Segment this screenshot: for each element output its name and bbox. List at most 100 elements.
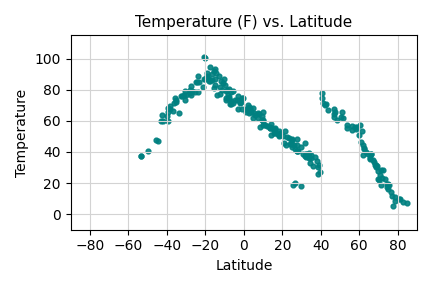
- Point: [242, 106, 249, 111]
- Point: [238, 95, 245, 100]
- Point: [389, 204, 396, 208]
- Point: [201, 55, 208, 60]
- Point: [250, 106, 257, 110]
- Point: [359, 128, 365, 133]
- Point: [206, 79, 213, 83]
- Point: [192, 79, 199, 84]
- Point: [235, 107, 241, 111]
- Point: [240, 96, 247, 101]
- Point: [223, 98, 230, 103]
- Point: [209, 78, 216, 83]
- Point: [226, 94, 233, 99]
- Point: [321, 103, 328, 107]
- Point: [353, 125, 360, 130]
- Point: [243, 107, 250, 112]
- Point: [218, 79, 225, 84]
- Point: [292, 181, 299, 186]
- Point: [337, 114, 344, 119]
- Point: [144, 149, 151, 153]
- Point: [299, 152, 306, 157]
- Point: [164, 106, 171, 110]
- Point: [206, 78, 213, 83]
- Point: [259, 113, 266, 118]
- Point: [392, 195, 399, 200]
- Point: [287, 141, 294, 146]
- Point: [167, 103, 174, 108]
- Point: [381, 176, 388, 181]
- Point: [330, 107, 337, 111]
- Point: [395, 196, 402, 201]
- Point: [213, 70, 220, 75]
- Point: [209, 72, 216, 77]
- Point: [361, 145, 368, 150]
- Point: [388, 190, 395, 194]
- Point: [216, 74, 223, 78]
- Point: [267, 126, 273, 130]
- Point: [260, 118, 267, 123]
- Point: [225, 96, 232, 101]
- Point: [383, 185, 390, 190]
- Point: [375, 169, 381, 174]
- Point: [332, 109, 339, 114]
- Point: [222, 83, 229, 88]
- Point: [229, 88, 236, 93]
- Point: [211, 67, 218, 71]
- Point: [318, 91, 325, 95]
- Point: [373, 165, 380, 170]
- Point: [163, 113, 170, 118]
- Point: [396, 197, 403, 202]
- Point: [228, 102, 235, 107]
- Point: [298, 145, 305, 150]
- Point: [317, 170, 324, 175]
- Point: [211, 86, 218, 90]
- Point: [314, 171, 321, 176]
- Point: [264, 124, 270, 129]
- Point: [292, 147, 299, 151]
- Point: [245, 103, 251, 107]
- Point: [343, 126, 350, 130]
- Point: [216, 92, 223, 96]
- Point: [363, 149, 370, 154]
- Point: [201, 55, 208, 60]
- Point: [267, 125, 274, 129]
- Point: [182, 92, 189, 97]
- Point: [228, 90, 235, 95]
- Point: [334, 118, 340, 123]
- Point: [267, 126, 273, 131]
- Point: [305, 156, 312, 160]
- Point: [379, 168, 386, 172]
- Point: [246, 104, 253, 109]
- Point: [311, 155, 318, 160]
- Point: [288, 142, 295, 147]
- Point: [236, 100, 243, 105]
- Point: [180, 92, 187, 97]
- Point: [224, 87, 231, 92]
- Point: [385, 182, 392, 186]
- Point: [379, 176, 386, 181]
- Point: [315, 164, 322, 169]
- Point: [189, 89, 196, 93]
- Point: [384, 182, 391, 186]
- Point: [238, 107, 245, 111]
- Point: [302, 154, 309, 159]
- Point: [316, 162, 323, 167]
- Point: [203, 75, 210, 79]
- Point: [348, 124, 355, 129]
- Point: [220, 77, 227, 82]
- Point: [271, 126, 278, 130]
- Point: [293, 137, 300, 142]
- Point: [138, 153, 145, 158]
- Point: [318, 95, 325, 100]
- Point: [243, 110, 250, 114]
- Point: [259, 119, 266, 123]
- Point: [165, 118, 172, 123]
- Point: [301, 141, 308, 146]
- Point: [348, 128, 355, 132]
- Point: [307, 161, 314, 166]
- Point: [366, 156, 373, 160]
- Point: [314, 158, 321, 163]
- Point: [302, 151, 309, 156]
- Point: [158, 118, 165, 123]
- Point: [194, 90, 201, 94]
- Point: [212, 76, 219, 81]
